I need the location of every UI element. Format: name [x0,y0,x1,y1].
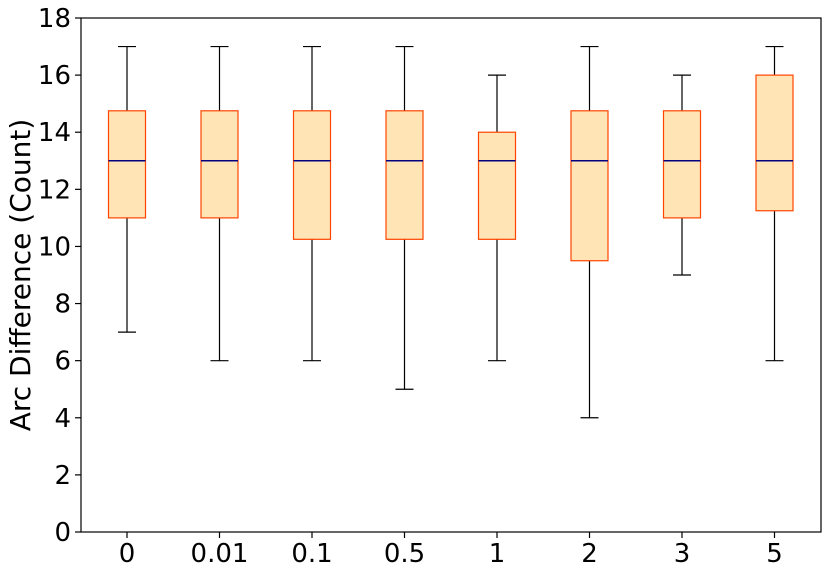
box-group [292,45,332,362]
plot-area-frame [80,17,822,533]
iqr-box [107,110,147,219]
x-tick-label: 1 [489,539,506,569]
y-tick-label: 14 [38,118,71,148]
y-tick-label: 6 [54,347,71,377]
y-axis-title: Arc Difference (Count) [4,119,37,432]
y-tick-label: 12 [38,175,71,205]
y-tick-label: 2 [54,461,71,491]
boxes-layer [107,45,794,419]
y-tick-label: 10 [38,232,71,262]
x-tick-label: 0 [119,539,136,569]
iqr-box [292,110,332,240]
y-tick-label: 8 [54,290,71,320]
box-group [755,45,794,362]
iqr-box [662,110,702,219]
y-tick-label: 4 [54,404,71,434]
x-tick-label: 0.01 [191,539,249,569]
iqr-box [570,110,609,262]
y-axis: 0 2 4 6 8 10 12 14 16 18 [38,4,81,548]
x-tick-label: 3 [674,539,691,569]
iqr-box [477,131,517,240]
x-axis: 0 0.01 0.1 0.5 1 2 3 5 [119,532,783,569]
x-tick-label: 0.5 [384,539,425,569]
box-group [477,74,517,362]
iqr-box [755,74,794,212]
x-tick-label: 5 [766,539,783,569]
box-group [107,45,147,333]
box-group [200,45,239,362]
box-group [385,45,424,390]
x-tick-label: 2 [581,539,598,569]
y-tick-label: 16 [38,61,71,91]
y-tick-label: 0 [54,518,71,548]
box-group [570,45,609,419]
y-tick-label: 18 [38,4,71,34]
iqr-box [200,110,239,219]
box-group [662,74,702,276]
x-tick-label: 0.1 [291,539,332,569]
iqr-box [385,110,424,240]
